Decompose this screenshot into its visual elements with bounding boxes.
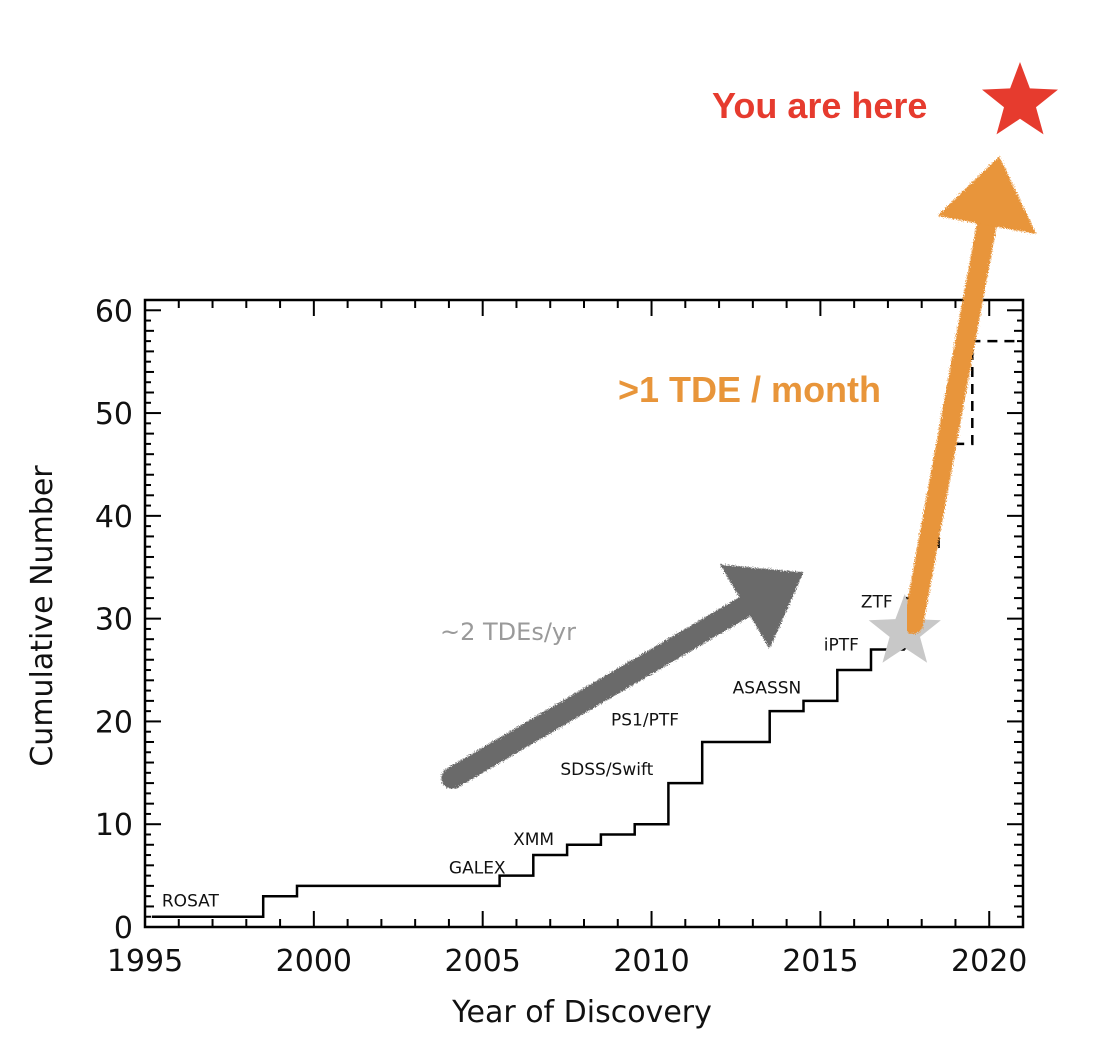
survey-label: iPTF bbox=[824, 636, 859, 656]
survey-label: ROSAT bbox=[162, 891, 220, 911]
rate-label-fast: >1 TDE / month bbox=[618, 369, 881, 410]
x-tick-label: 1995 bbox=[107, 944, 183, 979]
survey-label: ASASSN bbox=[733, 679, 802, 699]
x-tick-label: 2010 bbox=[613, 944, 689, 979]
rate-arrow-fast bbox=[903, 156, 1037, 634]
plot-frame bbox=[143, 298, 1025, 929]
series-observed-line bbox=[151, 648, 905, 918]
rate-arrow-fast-head bbox=[937, 156, 1037, 235]
rate-arrow-slow bbox=[441, 564, 804, 789]
y-tick-label: 30 bbox=[95, 603, 133, 638]
survey-label: ZTF bbox=[861, 592, 893, 612]
axes: 1995 2000 2005 2010 2015 2020 0 10 20 30 40 50 60 bbox=[95, 294, 1028, 979]
y-tick-label: 50 bbox=[95, 397, 133, 432]
x-tick-label: 2000 bbox=[276, 944, 352, 979]
y-tick-label: 0 bbox=[114, 911, 133, 946]
rate-arrow-slow-head bbox=[720, 564, 804, 649]
y-tick-label: 10 bbox=[95, 808, 133, 843]
annotations bbox=[441, 62, 1058, 789]
x-tick-label: 2015 bbox=[782, 944, 858, 979]
y-tick-label: 60 bbox=[95, 294, 133, 329]
star-marker-red bbox=[982, 62, 1058, 135]
survey-label: XMM bbox=[513, 830, 554, 850]
y-tick-label: 20 bbox=[95, 705, 133, 740]
x-tick-label: 2020 bbox=[951, 944, 1027, 979]
survey-label: SDSS/Swift bbox=[560, 760, 653, 780]
y-axis-title: Cumulative Number bbox=[25, 465, 60, 767]
rate-arrow-fast-shaft bbox=[903, 214, 997, 634]
survey-labels: ROSAT GALEX XMM SDSS/Swift PS1/PTF ASASSN iPTF… bbox=[162, 592, 893, 911]
survey-label: GALEX bbox=[449, 859, 506, 879]
rate-arrow-slow-shaft bbox=[441, 595, 756, 789]
you-are-here-label: You are here bbox=[712, 85, 927, 126]
x-axis-title: Year of Discovery bbox=[451, 995, 712, 1030]
survey-label: PS1/PTF bbox=[611, 711, 679, 731]
x-tick-label: 2005 bbox=[445, 944, 521, 979]
y-tick-label: 40 bbox=[95, 500, 133, 535]
rate-label-slow: ~2 TDEs/yr bbox=[440, 618, 576, 646]
